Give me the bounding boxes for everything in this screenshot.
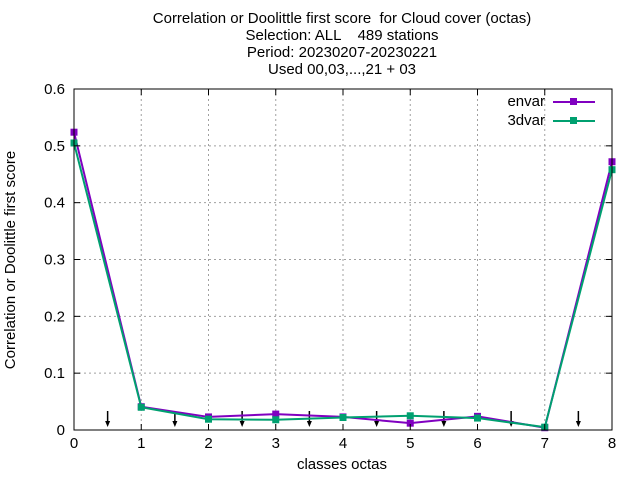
x-tick-label: 7 [541, 435, 549, 452]
data-point-envar [272, 410, 280, 418]
data-point-3dvar [406, 412, 414, 420]
data-point-3dvar [205, 415, 212, 423]
legend-entry-3dvar: 3dvar [507, 111, 595, 130]
title-line-1: Correlation or Doolittle first score for… [152, 10, 532, 27]
y-tick-label: 0.1 [44, 365, 65, 382]
legend-label-3dvar: 3dvar [507, 112, 545, 129]
y-tick-label: 0.2 [44, 308, 65, 325]
data-point-envar [406, 419, 414, 427]
data-point-3dvar [474, 414, 481, 422]
legend-entry-envar: envar [507, 92, 595, 111]
legend-swatch-envar [553, 97, 595, 107]
data-point-3dvar [339, 413, 347, 421]
x-tick-label: 0 [70, 435, 78, 452]
arrow-marker-head [172, 421, 178, 427]
legend-swatch-3dvar [553, 116, 595, 126]
axis-ticks: 0 1 2 3 4 5 6 7 8 0 0.1 0.2 0.3 0.4 0.5 0.6 [44, 81, 616, 452]
arrow-marker-head [306, 421, 312, 427]
x-tick-label: 2 [204, 435, 212, 452]
data-point-3dvar [137, 403, 145, 411]
y-tick-label: 0.4 [44, 195, 65, 212]
y-tick-label: 0.5 [44, 138, 65, 155]
y-tick-label: 0.6 [44, 81, 65, 98]
title-line-4: Used 00,03,...,21 + 03 [267, 61, 417, 78]
x-tick-label: 6 [473, 435, 481, 452]
legend-label-envar: envar [507, 93, 545, 110]
y-tick-label: 0 [57, 422, 65, 439]
arrow-marker-head [374, 421, 380, 427]
x-tick-label: 5 [406, 435, 414, 452]
data-point-3dvar [272, 416, 280, 424]
title-line-3: Period: 20230207-20230221 [246, 44, 438, 61]
x-tick-label: 3 [272, 435, 280, 452]
y-axis-label: Correlation or Doolittle first score [2, 150, 19, 370]
arrow-marker-head [441, 421, 447, 427]
chart-title: Correlation or Doolittle first score for… [0, 10, 640, 78]
legend: envar 3dvar [507, 92, 595, 130]
arrow-marker-head [105, 421, 111, 427]
arrow-marker-head [575, 421, 581, 427]
grid-lines [74, 89, 612, 430]
x-tick-label: 1 [137, 435, 145, 452]
x-axis-label: classes octas [296, 456, 388, 473]
arrow-marker-head [239, 421, 245, 427]
x-tick-label: 8 [608, 435, 616, 452]
y-tick-label: 0.3 [44, 252, 65, 269]
title-line-2: Selection: ALL 489 stations [245, 27, 439, 44]
x-tick-label: 4 [339, 435, 347, 452]
